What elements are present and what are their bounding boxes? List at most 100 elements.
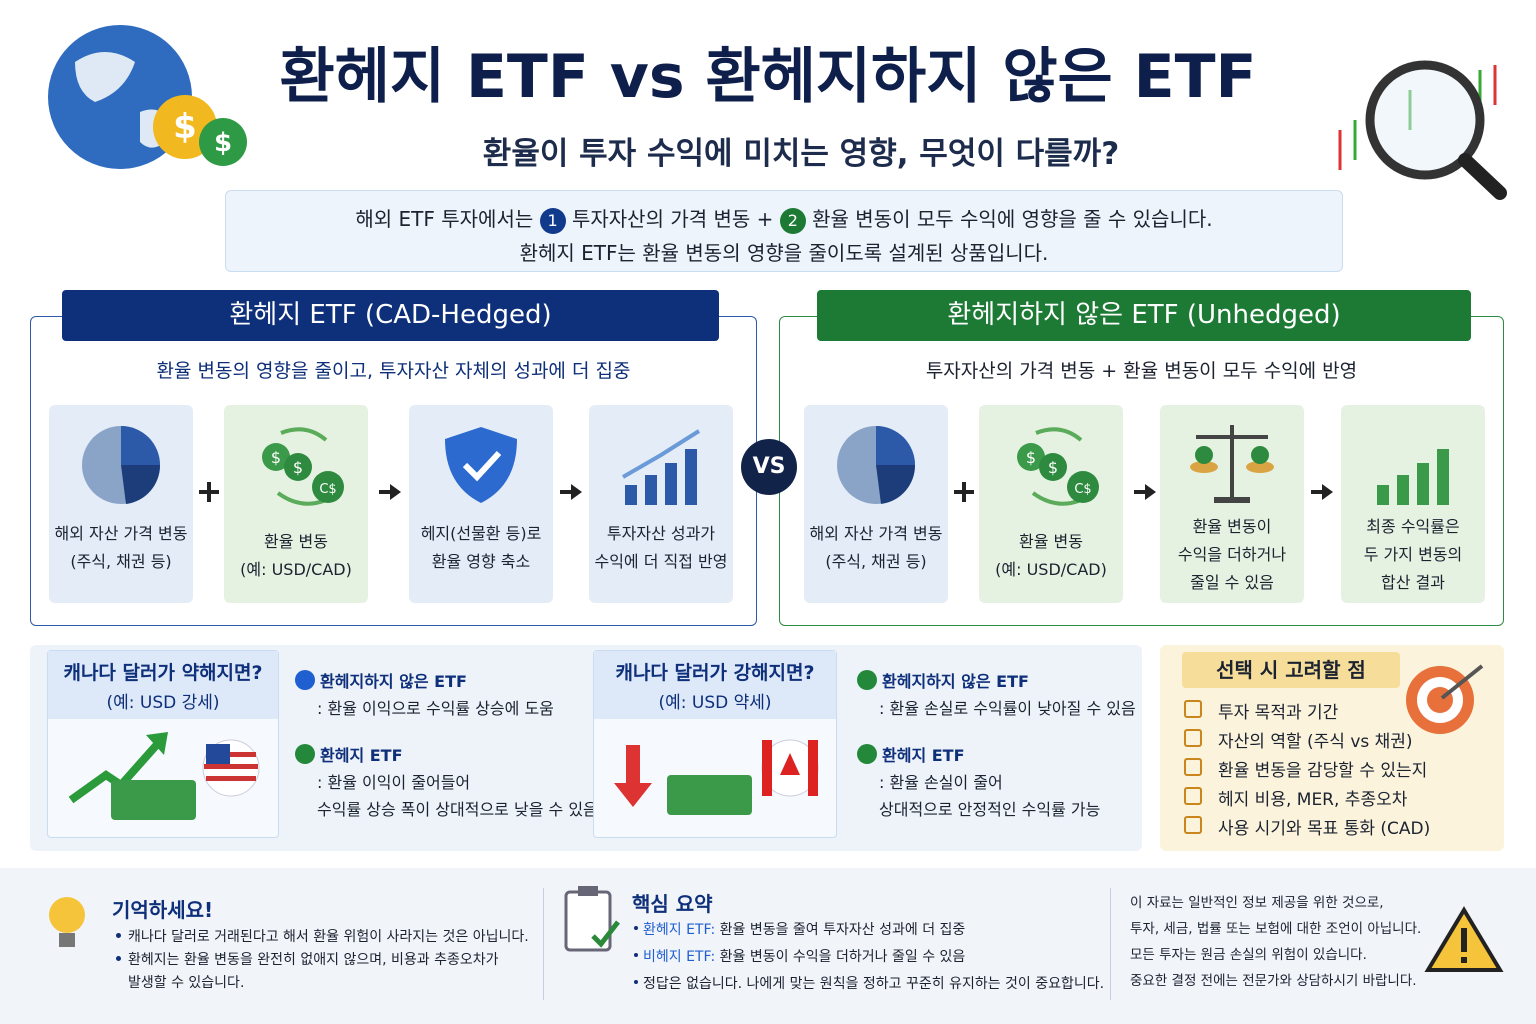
bullet xyxy=(634,980,638,984)
step-card: 투자자산 성과가 수익에 더 직접 반영 xyxy=(589,405,733,603)
intro-box: 해외 ETF 투자에서는 1 투자자산의 가격 변동 + 2 환율 변동이 모두… xyxy=(225,190,1343,272)
hedged-title: 환헤지 ETF (CAD-Hedged) xyxy=(62,290,719,341)
arrow xyxy=(1311,484,1333,500)
point-text: : 환율 손실이 줄어 xyxy=(879,773,1003,792)
summary-title: 핵심 요약 xyxy=(632,892,713,916)
summary-label: 비헤지 ETF: xyxy=(643,949,716,965)
consideration-item: 자산의 역할 (주식 vs 채권) xyxy=(1218,732,1413,752)
svg-text:$: $ xyxy=(271,448,281,467)
hedged-subtitle: 환율 변동의 영향을 줄이고, 투자자산 자체의 성과에 더 집중 xyxy=(156,360,631,382)
point-name: 환헤지하지 않은 ETF xyxy=(320,672,467,691)
unhedged-subtitle: 투자자산의 가격 변동 + 환율 변동이 모두 수익에 반영 xyxy=(925,360,1358,382)
step-card: $ $ C$ 환율 변동 (예: USD/CAD) xyxy=(224,405,368,603)
scenario-title: 캐나다 달러가 강해지면? xyxy=(615,662,815,684)
summary-text: 정답은 없습니다. 나에게 맞는 원칙을 정하고 꾸준히 유지하는 것이 중요합… xyxy=(643,976,1105,992)
warning-icon xyxy=(1424,906,1504,972)
consideration-item: 헤지 비용, MER, 추종오차 xyxy=(1218,790,1408,810)
check-icon xyxy=(857,744,877,764)
checkbox xyxy=(1184,787,1202,805)
plus-sign xyxy=(199,482,219,502)
subtitle: 환율이 투자 수익에 미치는 영향, 무엇이 다를까? xyxy=(482,136,1120,172)
badge: 2 xyxy=(779,208,806,234)
divider xyxy=(543,888,544,1000)
check-icon xyxy=(295,744,315,764)
divider xyxy=(1110,888,1111,1000)
step-icon xyxy=(621,429,701,505)
badge: 1 xyxy=(539,208,566,234)
vs-badge: VS xyxy=(741,439,797,495)
remember-title: 기억하세요! xyxy=(112,898,214,922)
plus: + xyxy=(756,207,774,231)
scenario-header-bg xyxy=(48,651,278,719)
bullet xyxy=(634,953,638,957)
step-card: $ $ C$ 환율 변동 (예: USD/CAD) xyxy=(979,405,1123,603)
svg-text:$: $ xyxy=(173,107,197,147)
point-name: 환헤지하지 않은 ETF xyxy=(882,672,1029,691)
clipboard-icon xyxy=(564,886,620,952)
step-icon xyxy=(82,426,161,504)
step-label: 줄일 수 있음 xyxy=(1190,573,1274,592)
step-label: 수익을 더하거나 xyxy=(1177,545,1287,564)
step-label: 환율 변동 xyxy=(1019,532,1083,551)
title: 환헤지 ETF vs 환헤지하지 않은 ETF xyxy=(279,42,1257,112)
scenario-example: (예: USD 강세) xyxy=(106,693,220,713)
intro-text: 해외 ETF 투자에서는 xyxy=(355,207,534,231)
consideration-item: 투자 목적과 기간 xyxy=(1218,703,1339,723)
step-label: 환율 변동이 xyxy=(1192,517,1272,536)
remember-text: 캐나다 달러로 거래된다고 해서 환율 위험이 사라지는 것은 아닙니다. xyxy=(128,929,529,945)
bullet xyxy=(116,933,121,938)
disclaimer-text: 투자, 세금, 법률 또는 보험에 대한 조언이 아닙니다. xyxy=(1130,921,1422,937)
point-text: : 환율 이익으로 수익률 상승에 도움 xyxy=(317,699,554,718)
footer xyxy=(0,868,1536,1024)
intro-text: 환율 변동이 모두 수익에 영향을 줄 수 있습니다. xyxy=(812,207,1213,231)
step-label: 수익에 더 직접 반영 xyxy=(594,552,728,571)
plus-sign xyxy=(954,482,974,502)
considerations-title: 선택 시 고려할 점 xyxy=(1182,652,1400,688)
svg-text:$: $ xyxy=(1048,458,1058,477)
remember-text: 환헤지는 환율 변동을 완전히 없애지 않으며, 비용과 추종오차가 xyxy=(128,952,499,968)
bullet xyxy=(634,926,638,930)
svg-text:$: $ xyxy=(214,128,232,158)
point-name: 환헤지 ETF xyxy=(320,746,403,765)
intro-line: 해외 ETF 투자에서는 1 투자자산의 가격 변동 + 2 환율 변동이 모두… xyxy=(226,203,1342,234)
step-label: 두 가지 변동의 xyxy=(1363,545,1463,564)
svg-text:$: $ xyxy=(1026,448,1036,467)
arrow xyxy=(379,484,401,500)
checkbox xyxy=(1184,758,1202,776)
consideration-item: 환율 변동을 감당할 수 있는지 xyxy=(1218,761,1428,781)
svg-text:C$: C$ xyxy=(319,482,336,497)
step-label: 해외 자산 가격 변동 xyxy=(809,524,943,543)
step-label: 환율 변동 xyxy=(264,532,328,551)
globe-icon: $ $ xyxy=(48,25,247,169)
step-label: (주식, 채권 등) xyxy=(70,552,172,571)
step-label: 환율 영향 축소 xyxy=(431,552,531,571)
magnifier-icon xyxy=(1338,60,1507,200)
step-label: 헤지(선물환 등)로 xyxy=(420,524,542,543)
step-card: 해외 자산 가격 변동 (주식, 채권 등) xyxy=(49,405,193,603)
bulb-icon xyxy=(49,897,85,947)
check-icon xyxy=(857,670,877,690)
intro-text: 환헤지 ETF는 환율 변동의 영향을 줄이도록 설계된 상품입니다. xyxy=(519,241,1049,265)
point-text: 수익률 상승 폭이 상대적으로 낮을 수 있음 xyxy=(317,800,598,819)
step-icon: $ $ C$ xyxy=(1017,427,1099,506)
intro-text: 투자자산의 가격 변동 xyxy=(571,207,751,231)
disclaimer-text: 중요한 결정 전에는 전문가와 상담하시기 바랍니다. xyxy=(1130,973,1417,989)
point-text: 상대적으로 안정적인 수익률 가능 xyxy=(879,800,1101,819)
step-icon: $ $ C$ xyxy=(262,427,344,506)
step-icon xyxy=(837,426,916,504)
step-card: 해외 자산 가격 변동 (주식, 채권 등) xyxy=(804,405,948,603)
remember-text: 발생할 수 있습니다. xyxy=(128,975,245,991)
summary-item: 비헤지 ETF: 환율 변동이 수익을 더하거나 줄일 수 있음 xyxy=(643,946,965,966)
summary-item: 환헤지 ETF: 환율 변동을 줄여 투자자산 성과에 더 집중 xyxy=(643,919,965,939)
step-label: 합산 결과 xyxy=(1381,573,1445,592)
bullet xyxy=(116,956,121,961)
point-name: 환헤지 ETF xyxy=(882,746,965,765)
step-label: 최종 수익률은 xyxy=(1366,517,1460,536)
arrow xyxy=(1134,484,1156,500)
cad-up-illustration xyxy=(614,739,819,815)
svg-text:$: $ xyxy=(293,458,303,477)
point-text: : 환율 이익이 줄어들어 xyxy=(317,773,471,792)
unhedged-title: 환헤지하지 않은 ETF (Unhedged) xyxy=(817,290,1471,341)
